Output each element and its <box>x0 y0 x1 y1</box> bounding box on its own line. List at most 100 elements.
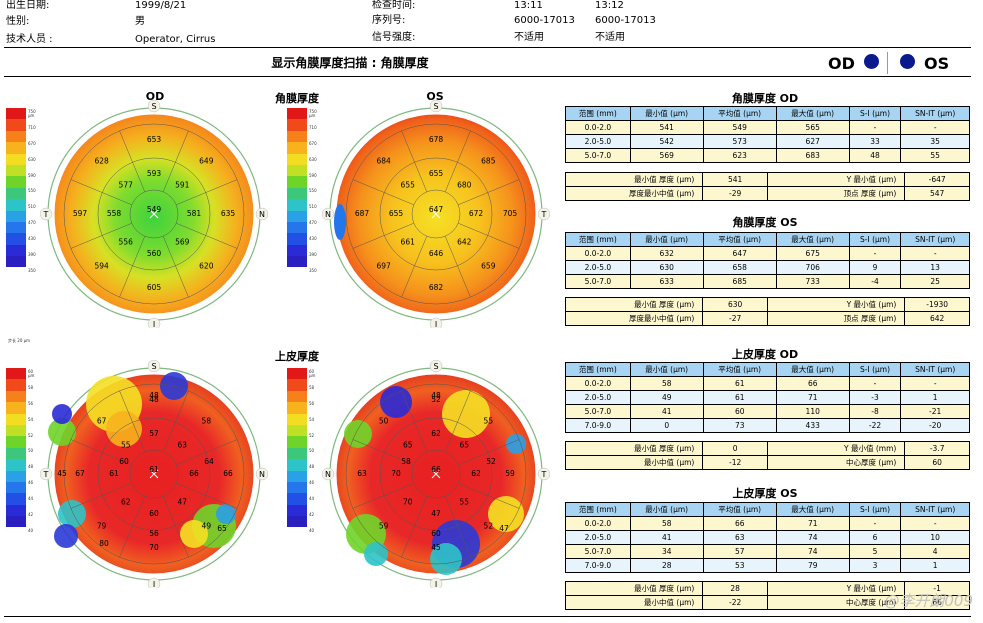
scale-tick-label: 40 <box>28 527 34 533</box>
table-cell: 2.0-5.0 <box>565 260 631 275</box>
table-cell: 13 <box>900 260 970 275</box>
zone-value: 61 <box>109 469 119 478</box>
zone-value: 697 <box>377 261 392 270</box>
zone-value: 558 <box>107 209 122 218</box>
epi-section-label: 上皮厚度 <box>275 350 319 363</box>
zone-value: 605 <box>147 283 162 292</box>
zone-value: 646 <box>429 249 444 258</box>
stats-label: 最小中值 (μm) <box>564 455 704 470</box>
epi-os-table: 范围 (mm) 最小值 (μm) 平均值 (μm) 最大值 (μm) S-I (μm) S… <box>565 502 970 573</box>
zone-value: 672 <box>469 209 484 218</box>
color-patch <box>106 411 142 447</box>
color-patch <box>380 386 412 418</box>
table-cell: - <box>900 120 970 135</box>
pachy-section-label: 角膜厚度 <box>275 92 319 105</box>
table-cell: 706 <box>775 260 850 275</box>
scale-segment <box>287 447 307 460</box>
compass-marker <box>429 360 443 373</box>
zone-value: 577 <box>119 181 134 190</box>
zone-value: 569 <box>175 237 190 246</box>
table-cell: 647 <box>702 246 777 261</box>
scale-tick-label: 670 <box>28 140 36 146</box>
compass-marker <box>322 207 335 221</box>
table-row: 2.0-5.0 49 61 71 -3 1 <box>565 390 970 405</box>
scale-segment <box>6 153 26 165</box>
scale-segment <box>287 493 307 505</box>
column-header: SN-IT (μm) <box>900 232 970 247</box>
scale-segment <box>287 470 307 482</box>
epi-os-map: 66 62 65 62 55 47 70 70 65 52 55 59 52 45 59 63 50 48 58 60… <box>322 360 550 588</box>
zone-value: 45 <box>431 543 441 552</box>
scale-segment <box>6 176 26 188</box>
scale-tick-labels: 60 μm 58 56 54 52 50 48 46 44 42 40 <box>28 370 34 545</box>
zone-ring <box>379 417 493 531</box>
scale-segment <box>287 108 307 120</box>
scale-segment <box>6 493 26 505</box>
epi-od-map: 61 57 63 66 47 60 62 61 55 48 58 66 49 70 79 67 67 48 60 56… <box>40 360 268 588</box>
zone-value: 597 <box>73 209 88 218</box>
scale-segment <box>287 210 307 222</box>
compass-label: S <box>151 362 156 371</box>
compass-marker <box>255 207 268 221</box>
scale-segment <box>287 221 307 234</box>
compass-label: T <box>541 210 547 219</box>
zone-value: 705 <box>503 209 518 218</box>
zone-ring <box>411 449 461 499</box>
scale-tick-label: 750 μm <box>309 109 317 118</box>
zone-value: 70 <box>391 469 401 478</box>
table-row: 5.0-7.0 34 57 74 5 4 <box>565 544 970 559</box>
compass-marker <box>40 207 53 221</box>
zone-value: 62 <box>121 497 131 506</box>
compass-marker <box>429 577 443 588</box>
zone-ring <box>379 157 493 271</box>
zone-value: 52 <box>484 521 494 530</box>
sector-line <box>70 482 132 509</box>
signal-label: 信号强度: <box>372 32 416 43</box>
serial-label: 序列号: <box>372 15 406 26</box>
stats-label: Y 最小值 (mm) <box>766 441 906 456</box>
scale-tick-label: 630 <box>309 156 317 162</box>
zone-value: 659 <box>481 261 496 270</box>
zone-value: 594 <box>95 261 110 270</box>
table-row: 5.0-7.0 569 623 683 48 55 <box>565 148 970 163</box>
table-cell: 0.0-2.0 <box>565 516 631 531</box>
stats-value: -12 <box>702 455 768 470</box>
compass-marker <box>147 100 161 113</box>
column-header: 最大值 (μm) <box>775 106 850 121</box>
stats-value: 66 <box>904 595 970 610</box>
zone-ring <box>345 123 527 305</box>
table-cell: 63 <box>702 530 777 545</box>
zone-value: 55 <box>121 441 131 450</box>
sector-line <box>444 390 471 452</box>
pachy-os-label: OS <box>426 90 444 103</box>
column-header: 最小值 (μm) <box>629 106 704 121</box>
table-cell: 2.0-5.0 <box>565 390 631 405</box>
zone-value: 60 <box>431 529 441 538</box>
scale-tick-label: 52 <box>28 432 34 438</box>
column-header: 范围 (mm) <box>565 232 631 247</box>
zone-value: 62 <box>471 469 481 478</box>
scale-tick-label: 44 <box>309 496 315 502</box>
zone-value: 655 <box>389 209 404 218</box>
table-cell: 0.0-2.0 <box>565 120 631 135</box>
column-header: 范围 (mm) <box>565 106 631 121</box>
stats-label: 最小值 厚度 (μm) <box>564 581 704 596</box>
table-cell: 41 <box>629 530 704 545</box>
stats-value: -1930 <box>904 297 970 312</box>
scale-segment <box>287 244 307 257</box>
table-cell: 5.0-7.0 <box>565 274 631 289</box>
sector-line <box>162 390 189 452</box>
page-title: 显示角膜厚度扫描 : 角膜厚度 <box>271 56 429 70</box>
stats-value: 28 <box>702 581 768 596</box>
zone-ring <box>129 189 179 239</box>
table-row: 2.0-5.0 542 573 627 33 35 <box>565 134 970 149</box>
zone-value: 581 <box>187 209 202 218</box>
compass-label: S <box>433 102 438 111</box>
zone-value: 649 <box>199 157 214 166</box>
table-cell: 34 <box>629 544 704 559</box>
table-cell: 61 <box>702 376 777 391</box>
column-header: 范围 (mm) <box>565 502 631 517</box>
table-row: 5.0-7.0 41 60 110 -8 -21 <box>565 404 970 419</box>
scale-segment <box>6 119 26 131</box>
table-cell: 41 <box>629 404 704 419</box>
